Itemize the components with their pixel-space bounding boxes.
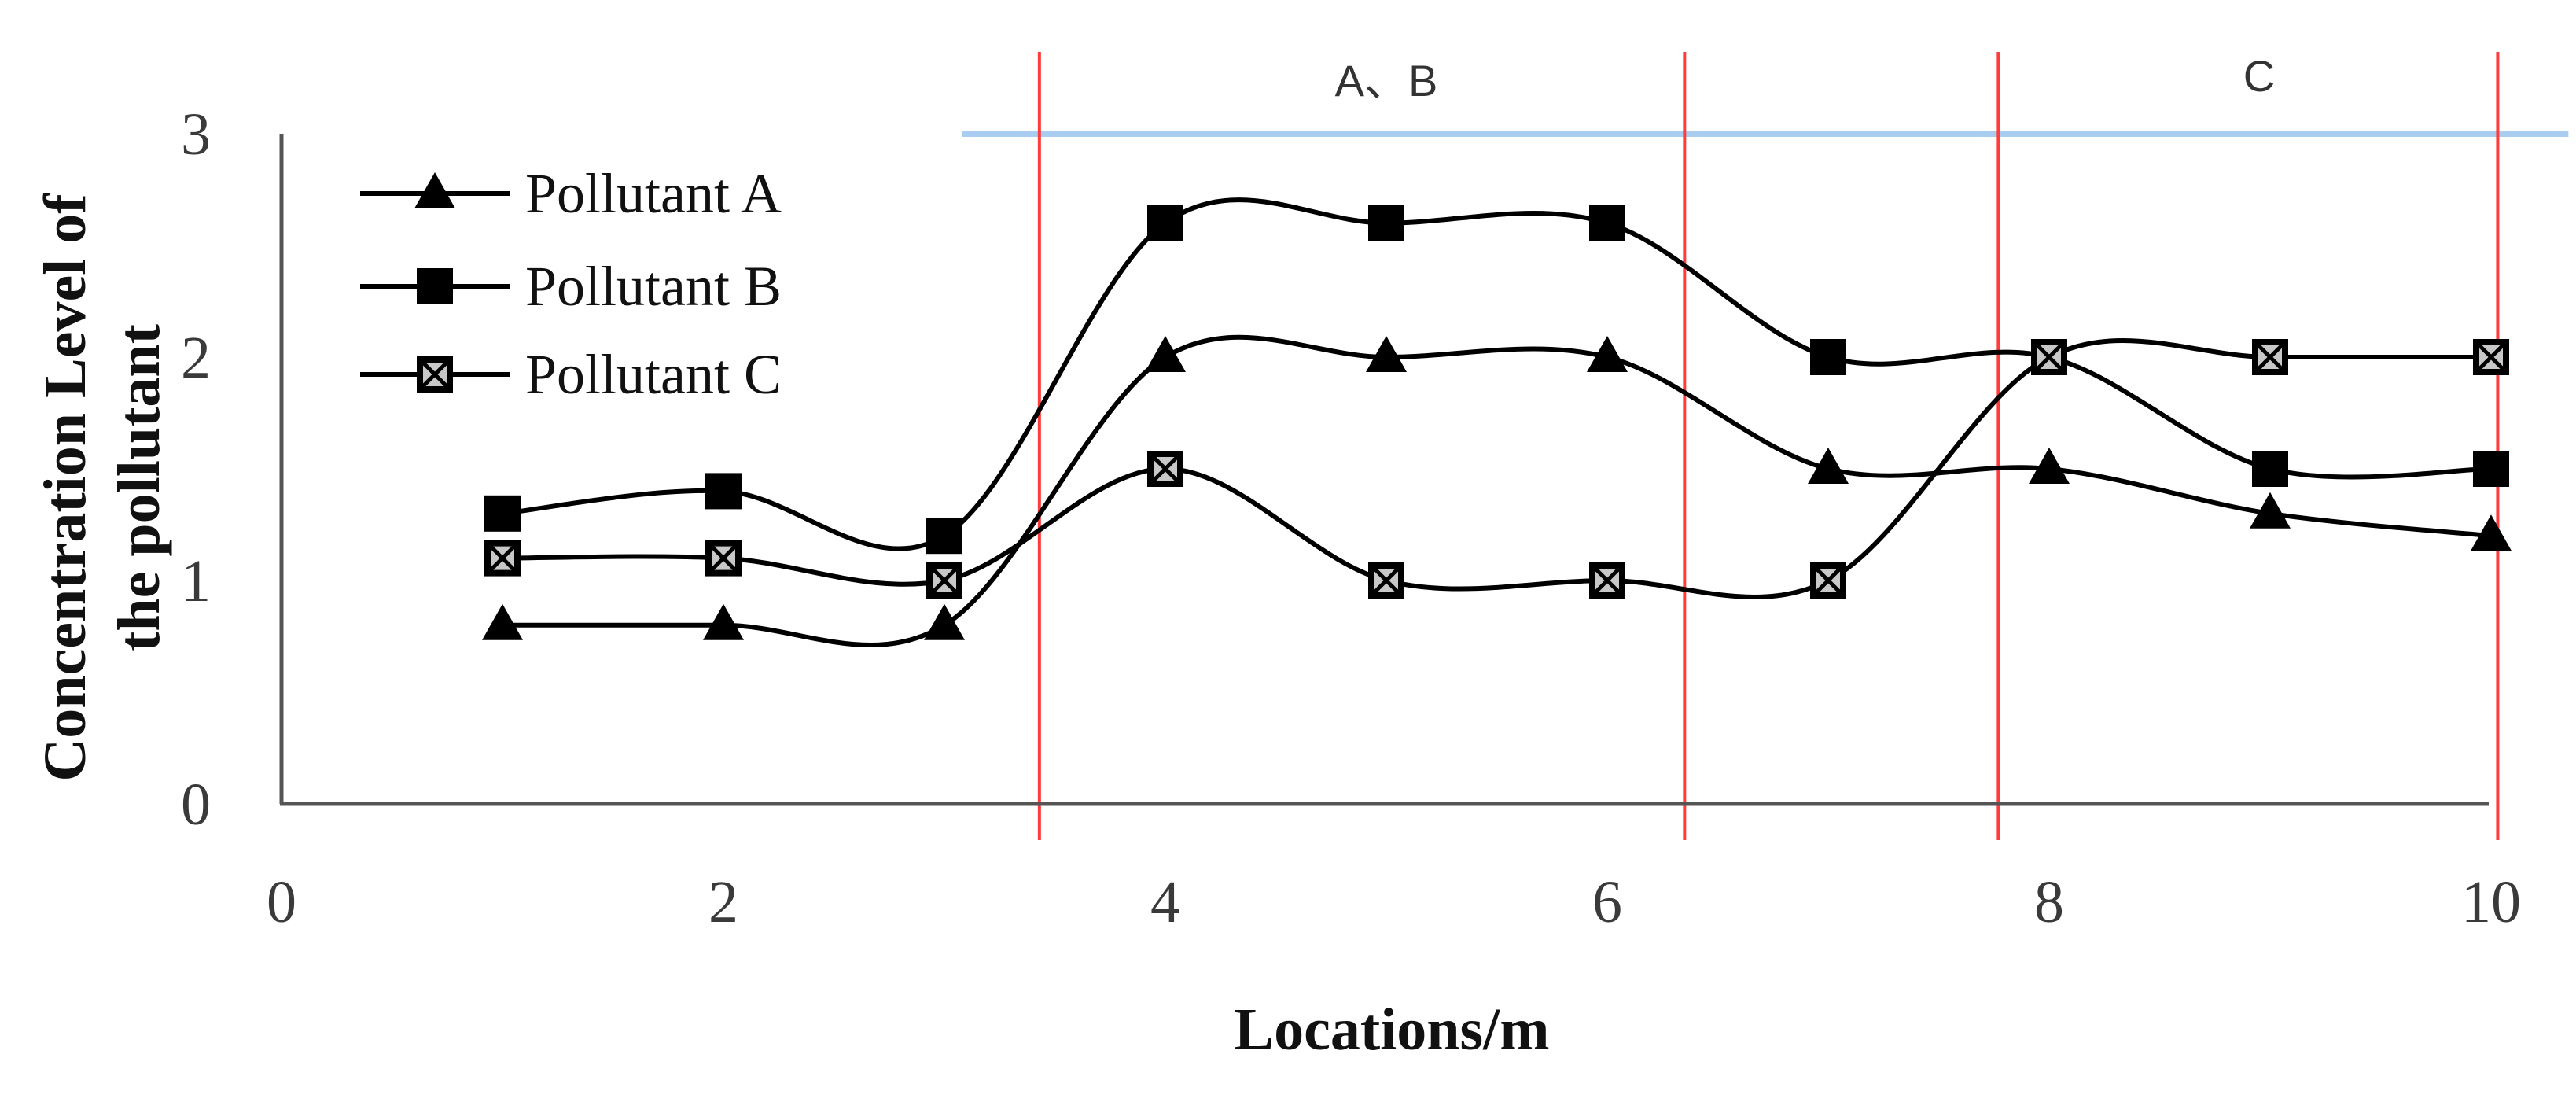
y-axis-title-line-2: the pollutant xyxy=(106,324,172,651)
data-point xyxy=(1589,562,1625,599)
region-label-c: C xyxy=(2243,51,2275,101)
data-point xyxy=(1366,336,1407,372)
data-point xyxy=(703,603,744,640)
data-point xyxy=(1368,205,1404,241)
series-line xyxy=(502,197,2492,551)
data-point xyxy=(1368,562,1404,599)
axes xyxy=(279,134,2489,806)
data-point xyxy=(926,562,962,599)
data-point xyxy=(1808,448,1849,484)
x-tick-label: 6 xyxy=(1592,869,1622,935)
data-point xyxy=(2252,451,2288,487)
x-tick-label: 8 xyxy=(2034,869,2064,935)
legend-item-pollutant-b: Pollutant B xyxy=(360,255,782,318)
data-point xyxy=(2250,492,2291,529)
series-pollutant-c xyxy=(484,337,2509,600)
series-line xyxy=(502,334,2492,648)
legend-marker xyxy=(417,356,453,393)
y-tick-label: 0 xyxy=(181,772,211,838)
data-point xyxy=(484,540,521,577)
x-tick-label: 2 xyxy=(708,869,738,935)
data-point xyxy=(1589,205,1625,241)
data-point xyxy=(2252,339,2288,375)
series-pollutant-b xyxy=(484,197,2509,555)
y-axis-title-line-1: Concentration Level of xyxy=(32,193,98,782)
series-line xyxy=(502,337,2491,600)
legend-item-pollutant-a: Pollutant A xyxy=(360,162,782,225)
region-divider-lines xyxy=(1037,52,2500,840)
data-point xyxy=(1147,451,1183,487)
data-point xyxy=(2029,448,2070,484)
y-tick-label: 2 xyxy=(181,325,211,391)
region-labels: A、B C xyxy=(1335,51,2276,105)
data-point xyxy=(2473,451,2509,487)
x-tick-label: 10 xyxy=(2461,869,2521,935)
data-point xyxy=(1145,336,1186,372)
x-tick-label: 4 xyxy=(1150,869,1180,935)
legend: Pollutant A Pollutant B Pollutant C xyxy=(360,162,782,406)
x-tick-label: 0 xyxy=(267,869,296,935)
legend-label: Pollutant B xyxy=(525,255,782,318)
data-point xyxy=(2471,514,2512,551)
data-point xyxy=(482,603,523,640)
data-point xyxy=(2473,339,2509,375)
legend-item-pollutant-c: Pollutant C xyxy=(360,343,782,406)
region-label-ab: A、B xyxy=(1335,56,1438,105)
data-point xyxy=(705,540,742,577)
legend-marker xyxy=(414,172,455,208)
data-point xyxy=(1810,339,1846,375)
y-tick-labels: 0 1 2 3 xyxy=(181,101,211,838)
legend-label: Pollutant C xyxy=(525,343,782,406)
data-point xyxy=(1147,205,1183,241)
legend-marker xyxy=(417,268,453,304)
data-point xyxy=(705,473,742,510)
data-point xyxy=(926,518,962,555)
data-point xyxy=(484,495,521,532)
x-axis-title: Locations/m xyxy=(1234,997,1549,1063)
data-point xyxy=(1587,336,1628,372)
series-layer xyxy=(482,197,2512,648)
series-pollutant-a xyxy=(482,334,2512,648)
data-point xyxy=(1810,562,1846,599)
y-axis-title: Concentration Level of the pollutant xyxy=(32,193,172,782)
legend-label: Pollutant A xyxy=(525,162,782,225)
x-tick-labels: 0 2 4 6 8 10 xyxy=(267,869,2521,935)
data-point xyxy=(2031,339,2067,375)
y-tick-label: 3 xyxy=(181,101,211,168)
data-point xyxy=(924,603,965,640)
y-tick-label: 1 xyxy=(181,548,211,614)
